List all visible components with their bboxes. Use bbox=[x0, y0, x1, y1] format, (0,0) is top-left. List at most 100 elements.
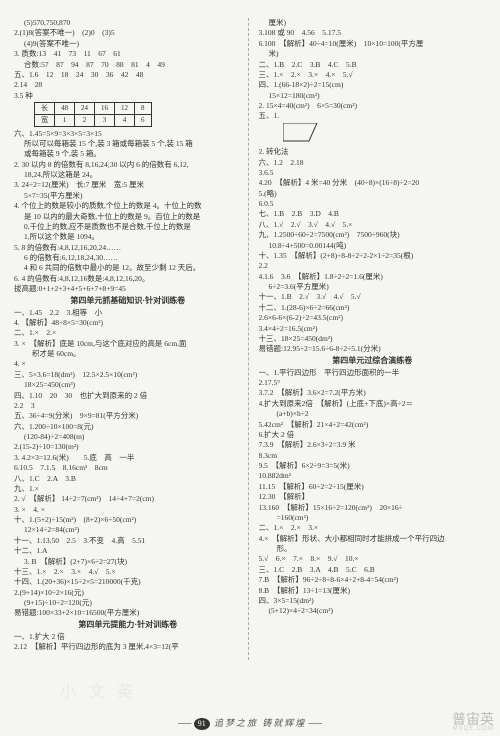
text-line: 7.B 【解析】96÷2÷8÷8-6×4÷2+8-4=54(cm²) bbox=[259, 575, 487, 584]
left-column: (5)570,750,8702.(1)8(答案不唯一) (2)0 (3)5 (4)… bbox=[14, 18, 249, 660]
table-cell: 16 bbox=[95, 103, 115, 115]
text-line: 四、1.10 20 30 也扩大到原来的 2 倍 bbox=[14, 391, 242, 400]
text-line: 6 的倍数有:6,12,18,24,30…… bbox=[14, 253, 242, 262]
text-line: =160(cm²) bbox=[259, 513, 487, 522]
text-line: 4. × bbox=[14, 359, 242, 368]
section-title-3: 第四单元过综合演练卷 bbox=[259, 356, 487, 366]
text-line: 3. 质数:13 41 73 11 67 61 bbox=[14, 49, 242, 58]
yicuo-2: 易错题:12.95÷2=15.6÷6-8÷2÷5.1(分米) bbox=[259, 344, 487, 353]
text-line: 3.108 或 90 4.56 5.17.5 bbox=[259, 28, 487, 37]
text-line: 八、1.C 2.A 3.B bbox=[14, 474, 242, 483]
table-cell: 宽 bbox=[35, 114, 55, 126]
table-cell: 4 bbox=[115, 114, 135, 126]
corner-watermark: 普宙英 MXQE.COM bbox=[452, 712, 494, 732]
wing-deco-right: ⎯⎯⎯ bbox=[309, 718, 323, 728]
text-line: 五、1.6 12 18 24 30 36 42 48 bbox=[14, 70, 242, 79]
text-line: 4. 【解析】48÷8×5=30(cm²) bbox=[14, 318, 242, 327]
text-line: 六、1.2 2.18 bbox=[259, 158, 487, 167]
text-line: 十二、1.(28-6)×6÷2=66(cm²) bbox=[259, 303, 487, 312]
text-line: 5.√ 6.× 7.× 8.× 9.√ 10.× bbox=[259, 554, 487, 563]
text-line: 积才是 60cm。 bbox=[14, 349, 242, 358]
text-line: 3. 4.2×3=12.6(米) 5.底 高 一半 bbox=[14, 453, 242, 462]
text-line: 10.8÷4+500=0.00144(吨) bbox=[259, 241, 487, 250]
page-columns: (5)570,750,8702.(1)8(答案不唯一) (2)0 (3)5 (4)… bbox=[0, 0, 500, 690]
table-cell: 3 bbox=[95, 114, 115, 126]
text-line: (4)9(答案不唯一) bbox=[14, 39, 242, 48]
text-line: 七、1.B 2.B 3.D 4.B bbox=[259, 209, 487, 218]
text-line: 八、1.√ 2.√ 3.√ 4.√ 5.× bbox=[259, 220, 487, 229]
text-line: 4.× 【解析】形状、大小都相同时才能拼成一个平行四边 bbox=[259, 534, 487, 543]
text-line: 5. 8 的倍数有:4,8,12,16,20,24…… bbox=[14, 243, 242, 252]
factor-table: 长482416128 宽12346 bbox=[34, 102, 152, 127]
text-line: (9+15)÷10÷2=120(元) bbox=[14, 598, 242, 607]
watermark-text: 普宙英 bbox=[452, 711, 494, 727]
table-cell: 8 bbox=[135, 103, 152, 115]
text-line: 8.B 【解析】13÷1=13(厘米) bbox=[259, 586, 487, 595]
text-line: 3. × 【解析】底是 10cm,与这个底对应的高是 6cm,面 bbox=[14, 339, 242, 348]
text-line: 12×14÷2=84(cm²) bbox=[14, 525, 242, 534]
text-line: 十三、18×25=450(dm²) bbox=[259, 334, 487, 343]
text-line: 一、1.45 2.2 3.相等 小 bbox=[14, 308, 242, 317]
text-line: (120-84)÷2=408(m) bbox=[14, 432, 242, 441]
text-line: 6÷2=3.6(平方厘米) bbox=[259, 282, 487, 291]
text-line: 6.10.5 7.1.5 8.16cm² 8cm bbox=[14, 463, 242, 472]
text-line: 5×7=35(平方厘米) bbox=[14, 191, 242, 200]
text-line: 2.2 3 bbox=[14, 401, 242, 410]
text-line: 十四、1.(20+36)×15÷2×5=210000(千克) bbox=[14, 577, 242, 586]
text-line: 2.(9+14)×10÷2×16(元) bbox=[14, 588, 242, 597]
text-line: 13.160 【解析】15×16÷2=120(cm²) 20×16÷ bbox=[259, 503, 487, 512]
text-line: 3.4×4÷2=16.5(cm²) bbox=[259, 324, 487, 333]
text-line: 2.2 bbox=[259, 261, 487, 270]
text-line: 厘米) bbox=[259, 18, 487, 27]
text-line: 2.(1)8(答案不唯一) (2)0 (3)5 bbox=[14, 28, 242, 37]
text-line: 四、3×5=15(dm²) bbox=[259, 596, 487, 605]
table-cell: 12 bbox=[115, 103, 135, 115]
text-line: 十二、1.A bbox=[14, 546, 242, 555]
text-line: 形。 bbox=[259, 544, 487, 553]
text-line: 2.14 28 bbox=[14, 80, 242, 89]
text-line: 米) bbox=[259, 49, 487, 58]
text-line: 十、1.35 【解析】(2+8)÷8-8÷2÷2-2×1÷2=35(根) bbox=[259, 251, 487, 260]
text-line: 二、1.B 2.C 3.B 4.C 5.B bbox=[259, 60, 487, 69]
text-line: 三、1.× 2.× 3.× 4.× 5.√ bbox=[259, 70, 487, 79]
text-line: 2. 转化法 bbox=[259, 147, 487, 156]
table-cell: 6 bbox=[135, 114, 152, 126]
text-line: 5.(略) bbox=[259, 189, 487, 198]
text-line: 2.12 【解析】平行四边形的底为 3 厘米,4×3=12(平 bbox=[14, 642, 242, 651]
text-line: 是 10 以内的最大奇数,十位上的数是 9。百位上的数是 bbox=[14, 212, 242, 221]
text-line: 3. B 【解析】(2+7)×6÷2=27(块) bbox=[14, 557, 242, 566]
text-line: (5)570,750,870 bbox=[14, 18, 242, 27]
text-line: 4.20 【解析】4 米=40 分米 (40÷8)×(16÷8)÷2=20 bbox=[259, 178, 487, 187]
text-line: 1,所以这个数是 1094。 bbox=[14, 232, 242, 241]
section-title-1: 第四单元抓基础知识·针对训练卷 bbox=[14, 296, 242, 306]
table-cell: 24 bbox=[75, 103, 95, 115]
trapezoid-figure bbox=[283, 123, 487, 145]
text-line: 二、1.× 2.× bbox=[14, 328, 242, 337]
text-line: 0,千位上的数,应不是质数也不是合数,千位上的数是 bbox=[14, 222, 242, 231]
text-line: 2. 30 以内 8 的倍数有 8,16,24;30 以内 6 的倍数有 6,1… bbox=[14, 160, 242, 169]
text-line: 五、1. bbox=[259, 111, 487, 120]
text-line: 十一、1.B 2.√ 3.√ 4.√ 5.√ bbox=[259, 292, 487, 301]
table-cell: 1 bbox=[55, 114, 75, 126]
text-line: 4 和 6 共同的倍数中最小的是 12。故至少剩 12 天后。 bbox=[14, 263, 242, 272]
text-line: 7.3.9 【解析】2.6×3÷2=3.9 米 bbox=[259, 440, 487, 449]
text-line: 3. 24÷2=12(厘米) 长:7 厘米 宽:5 厘米 bbox=[14, 180, 242, 189]
text-line: (a+b)×h÷2 bbox=[259, 409, 487, 418]
table-cell: 48 bbox=[55, 103, 75, 115]
text-line: 2.(15-2)÷10=130(m²) bbox=[14, 442, 242, 451]
text-line: 合数:57 87 94 87 70 88 81 4 49 bbox=[14, 60, 242, 69]
text-line: 或每箱装 9 个,装 5 箱。 bbox=[14, 149, 242, 158]
text-line: 11.15 【解析】60÷2=2÷15(厘米) bbox=[259, 482, 487, 491]
page-number: 91 bbox=[194, 718, 210, 730]
text-line: 10.882dm² bbox=[259, 471, 487, 480]
text-line: 二、1.× 2.× 3.× bbox=[259, 523, 487, 532]
text-line: 一、1.平行四边形 平行四边形面积的一半 bbox=[259, 368, 487, 377]
wing-deco-left: ⎯⎯⎯ bbox=[178, 718, 192, 728]
text-line: 3.7.2 【解析】3.6×2=7.2(平方米) bbox=[259, 388, 487, 397]
text-line: 2.17.5° bbox=[259, 378, 487, 387]
text-line: 8.3cm bbox=[259, 451, 487, 460]
text-line: 2. √ 【解析】 14÷2=7(cm²) 14÷4+7=2(cm) bbox=[14, 494, 242, 503]
watermark-url: MXQE.COM bbox=[452, 726, 494, 732]
text-line: 3.5 种 bbox=[14, 91, 242, 100]
text-line: 6.扩大 2 倍 bbox=[259, 430, 487, 439]
